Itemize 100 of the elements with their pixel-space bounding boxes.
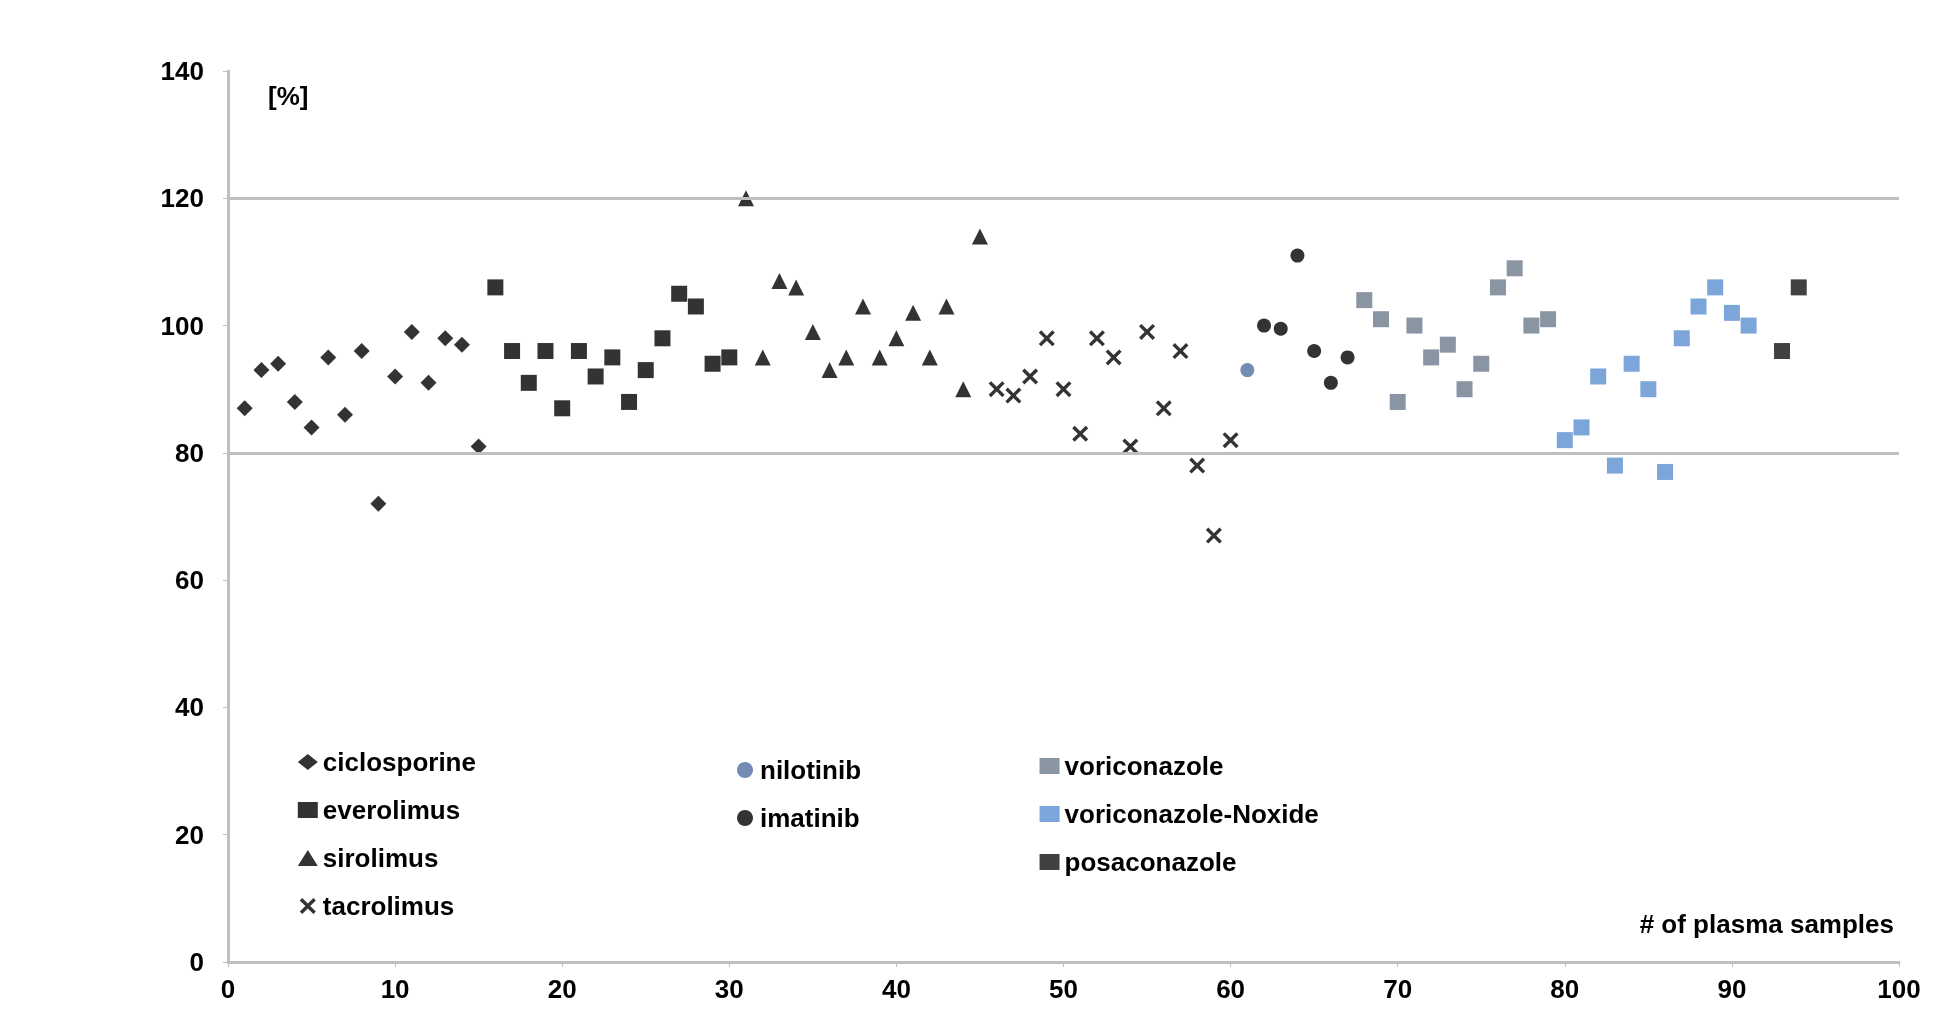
point [253, 362, 270, 379]
point [687, 298, 704, 315]
y-axis-title: [%] [268, 81, 309, 111]
point [971, 228, 988, 245]
point [1356, 292, 1373, 309]
point [1489, 279, 1506, 296]
point [1439, 336, 1456, 353]
point [1723, 304, 1740, 321]
point [921, 349, 938, 366]
y-tick-label: 20 [175, 819, 204, 850]
point [537, 343, 554, 360]
point [771, 273, 788, 290]
point [403, 323, 420, 340]
point [721, 349, 738, 366]
point [1573, 419, 1590, 436]
legend-label: nilotinib [760, 755, 862, 785]
point [888, 330, 905, 347]
y-tick-label: 80 [175, 437, 204, 468]
point [1273, 321, 1288, 336]
point [1105, 349, 1122, 366]
point [353, 343, 370, 360]
point [1222, 432, 1239, 449]
x-tick-label: 20 [547, 974, 577, 1004]
point [838, 349, 855, 366]
point [370, 495, 387, 512]
point [303, 419, 320, 436]
point [1523, 317, 1540, 334]
x-axis-title: # of plasma samples [1639, 909, 1894, 939]
point [1657, 463, 1674, 480]
point [1257, 318, 1272, 333]
y-tick-label: 40 [175, 692, 204, 723]
point [587, 368, 604, 385]
x-tick-label: 80 [1550, 974, 1580, 1004]
point [821, 362, 838, 379]
point [1740, 317, 1757, 334]
x-tick-label: 0 [220, 974, 236, 1004]
point [336, 406, 353, 423]
point [1707, 279, 1724, 296]
point [988, 381, 1005, 398]
point [520, 374, 537, 391]
point [1556, 432, 1573, 449]
point [570, 343, 587, 360]
point [1623, 355, 1640, 372]
x-tick-label: 30 [714, 974, 744, 1004]
point [1139, 323, 1156, 340]
y-tick-label: 100 [160, 310, 204, 341]
x-tick-label: 10 [380, 974, 410, 1004]
point [453, 336, 470, 353]
legend-label: voriconazole-Noxide [1064, 799, 1319, 829]
point [621, 393, 638, 410]
point [871, 349, 888, 366]
point [938, 298, 955, 315]
point [1240, 363, 1255, 378]
y-tick-label: 60 [175, 565, 204, 596]
point [1072, 425, 1089, 442]
legend-label: voriconazole [1064, 751, 1224, 781]
point [671, 285, 688, 302]
point [704, 355, 721, 372]
point [1606, 457, 1623, 474]
point [854, 298, 871, 315]
point [1290, 248, 1305, 263]
point [270, 355, 287, 372]
point [437, 330, 454, 347]
point [1406, 317, 1423, 334]
x-tick-label: 50 [1049, 974, 1078, 1004]
point [1205, 527, 1222, 544]
point [1456, 381, 1473, 398]
legend-label: everolimus [322, 795, 461, 825]
legend-label: posaconazole [1064, 847, 1237, 877]
x-tick-label: 40 [881, 974, 911, 1004]
point [804, 323, 821, 340]
x-tick-label: 90 [1717, 974, 1747, 1004]
point [1372, 311, 1389, 328]
point [1690, 298, 1707, 315]
point [1774, 343, 1791, 360]
point [1473, 355, 1490, 372]
y-tick-label: 140 [160, 56, 204, 86]
point [1640, 381, 1657, 398]
x-tick-label: 70 [1383, 974, 1413, 1004]
point [1389, 393, 1406, 410]
point [1673, 330, 1690, 347]
point [788, 279, 805, 296]
point [955, 381, 972, 398]
legend-label: imatinib [760, 803, 860, 833]
point [1590, 368, 1607, 385]
point [286, 393, 303, 410]
point [320, 349, 337, 366]
y-tick-label: 120 [160, 183, 204, 214]
point [1055, 381, 1072, 398]
point [1307, 344, 1322, 359]
point [487, 279, 504, 296]
point [1005, 387, 1022, 404]
point [1540, 311, 1557, 328]
legend-label: sirolimus [322, 843, 439, 873]
legend-label: tacrolimus [322, 891, 455, 921]
point [1038, 330, 1055, 347]
y-tick-label: 0 [189, 947, 204, 977]
point [754, 349, 771, 366]
point [604, 349, 621, 366]
point [554, 400, 571, 417]
